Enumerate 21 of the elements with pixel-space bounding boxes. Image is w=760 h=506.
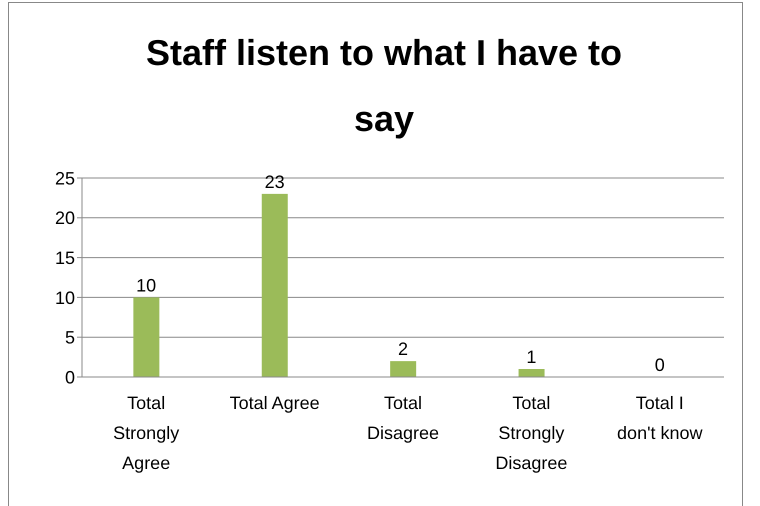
x-tick-label: Total I don't know: [617, 393, 704, 443]
bar: [262, 194, 288, 377]
bar: [518, 369, 545, 377]
x-tick-label: Total Disagree: [366, 393, 440, 443]
data-label: 0: [654, 355, 665, 375]
y-tick-label: 20: [54, 208, 75, 228]
x-tick-label: Total Agree: [230, 393, 320, 413]
bar: [390, 361, 416, 377]
y-tick-label: 10: [54, 288, 75, 308]
y-tick-label: 0: [64, 367, 75, 388]
x-tick-label: Total Strongly Disagree: [495, 393, 568, 473]
chart-title: Staff listen to what I have to say: [144, 31, 624, 141]
data-label: 23: [264, 172, 285, 192]
data-label: 10: [136, 275, 156, 296]
y-tick-label: 15: [54, 248, 75, 268]
y-tick-label: 25: [54, 168, 75, 188]
y-tick-label: 5: [64, 328, 75, 348]
bar: [133, 297, 160, 377]
data-label: 2: [398, 339, 408, 360]
x-tick-label: Total Strongly Agree: [113, 393, 180, 473]
data-label: 1: [526, 347, 536, 368]
